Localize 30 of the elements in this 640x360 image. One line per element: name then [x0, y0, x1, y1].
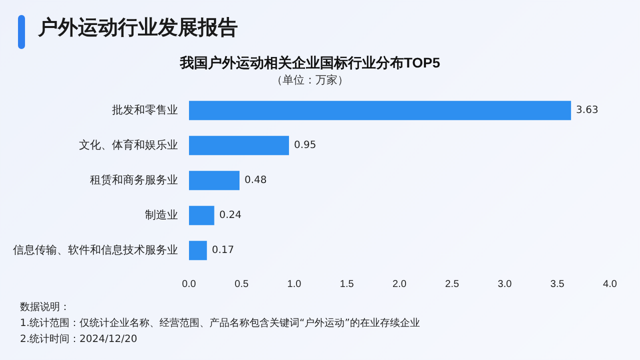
x-tick-label: 1.5 — [340, 278, 354, 290]
bar — [189, 136, 289, 156]
bar — [189, 206, 214, 226]
x-axis-title: （单位：万家） — [272, 73, 348, 86]
text: 2.统计时间：2024/12/20 — [20, 332, 138, 347]
bar — [189, 170, 240, 190]
data-label: 3.63 — [576, 105, 598, 116]
x-tick-label: 0.0 — [182, 278, 196, 290]
y-tick-label: 批发和零售业 — [112, 104, 178, 117]
y-tick-label: 文化、体育和娱乐业 — [79, 138, 178, 152]
y-tick-label: 租赁和商务服务业 — [90, 174, 178, 187]
x-tick-label: 2.5 — [445, 278, 460, 290]
x-tick-label: 2.0 — [392, 278, 407, 290]
x-tick-label: 0.5 — [234, 278, 250, 290]
text: 1.统计范围：仅统计企业名称、经营范围、产品名称包含关键词“户外运动”的在业存续企业 — [20, 316, 420, 331]
y-tick-label: 信息传输、软件和信息技术服务业 — [13, 244, 178, 257]
y-tick-label: 制造业 — [145, 208, 178, 222]
chart-title: 户外运动行业发展报告 — [38, 14, 238, 41]
data-label: 0.95 — [294, 140, 316, 152]
text: 数据说明： — [20, 301, 71, 315]
x-tick-label: 3.0 — [498, 278, 512, 290]
data-label: 0.17 — [212, 245, 234, 256]
x-tick-label: 1.0 — [287, 278, 302, 290]
bar — [189, 240, 207, 260]
data-label: 0.48 — [244, 175, 267, 186]
data-label: 0.24 — [219, 210, 242, 222]
x-tick-label: 3.5 — [550, 278, 565, 290]
bar — [189, 100, 572, 120]
x-tick-label: 4.0 — [603, 278, 618, 290]
chart-subtitle: 我国户外运动相关企业国标行业分布TOP5 — [178, 54, 440, 70]
